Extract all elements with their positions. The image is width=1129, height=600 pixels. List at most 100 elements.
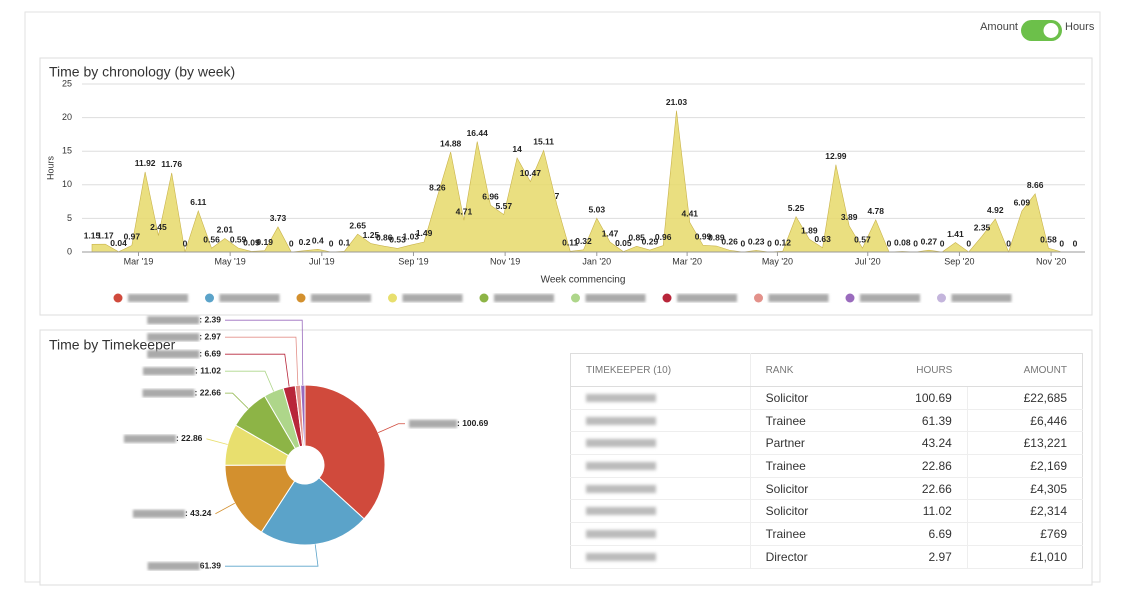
y-tick-label: 25 — [62, 78, 72, 88]
data-label: 0 — [1059, 238, 1064, 248]
data-label: 0.97 — [124, 232, 141, 242]
table-row: Solicitor 22.66 £4,305 — [570, 477, 1083, 501]
x-tick-label: Mar '20 — [672, 256, 702, 266]
data-label: 0.99 — [695, 232, 712, 242]
data-label: 1.03 — [403, 231, 420, 241]
redacted-text — [123, 434, 176, 443]
data-label: 0.19 — [256, 237, 273, 247]
col-header: RANK — [750, 353, 864, 387]
redacted-text — [586, 461, 656, 470]
legend-marker — [388, 293, 397, 303]
data-label: 1.25 — [363, 230, 380, 240]
data-label: 4.71 — [456, 207, 473, 217]
data-label: 0 — [887, 238, 892, 248]
table-cell: 100.69 — [863, 386, 968, 410]
table-cell: 6.69 — [863, 522, 968, 546]
redacted-text — [402, 294, 463, 302]
timekeeper-table: TIMEKEEPER (10) RANK HOURS AMOUNT Solici… — [570, 353, 1083, 569]
data-label: 0.23 — [748, 237, 765, 247]
data-label: 1.89 — [801, 226, 818, 236]
table-cell: £22,685 — [967, 386, 1083, 410]
data-label: 21.03 — [666, 97, 688, 107]
data-label: 0.4 — [312, 236, 324, 246]
x-tick-label: Sep '20 — [944, 256, 974, 266]
data-label: 6.11 — [190, 197, 206, 207]
data-label: 0.09 — [243, 238, 260, 248]
x-tick-label: Nov '20 — [1036, 256, 1066, 266]
col-header: TIMEKEEPER (10) — [570, 353, 751, 387]
redacted-text — [677, 294, 737, 302]
x-tick-label: May '19 — [215, 256, 246, 266]
y-tick-label: 15 — [62, 146, 72, 156]
table-cell: £769 — [967, 522, 1083, 546]
data-label: 5.57 — [496, 201, 513, 211]
data-label: 0.26 — [721, 237, 738, 247]
data-label: 2.01 — [217, 225, 234, 235]
table-cell: £1,010 — [967, 545, 1083, 569]
redacted-name — [570, 409, 751, 433]
table-cell: £6,446 — [967, 409, 1083, 433]
data-label: 0 — [1073, 238, 1078, 248]
redacted-text — [586, 416, 656, 425]
data-label: 0.57 — [854, 234, 871, 244]
redacted-text — [132, 509, 185, 518]
leader-line — [225, 319, 304, 386]
data-label: 16.44 — [467, 128, 489, 138]
table-cell: 61.39 — [863, 409, 968, 433]
table-cell: £13,221 — [967, 431, 1083, 456]
table-cell: £2,314 — [967, 499, 1083, 524]
table-cell: Trainee — [750, 409, 864, 433]
data-label: 0.29 — [642, 236, 659, 246]
table-cell: £4,305 — [967, 477, 1083, 501]
redacted-text — [409, 419, 457, 428]
data-label: 0.08 — [894, 238, 911, 248]
redacted-text — [311, 294, 371, 302]
data-label: 0.11 — [562, 238, 578, 248]
legend-marker — [754, 293, 763, 303]
table-cell: 2.97 — [863, 545, 968, 569]
redacted-text — [586, 552, 656, 561]
table-cell: Trainee — [750, 454, 864, 478]
data-label: 0 — [1006, 238, 1011, 248]
slice-label: : 2.97 — [199, 331, 221, 341]
leader-line — [225, 544, 319, 567]
data-label: 0 — [913, 238, 918, 248]
area — [91, 110, 1075, 253]
toggle-right-label[interactable]: Hours — [1065, 21, 1095, 33]
data-label: 1.15 — [84, 231, 101, 241]
table-cell: Partner — [750, 431, 864, 456]
data-label: 2.35 — [974, 222, 991, 232]
leader-line — [378, 423, 405, 434]
legend-marker — [845, 293, 855, 303]
data-label: 5.03 — [589, 204, 606, 214]
legend-marker — [479, 293, 489, 303]
data-label: 4.78 — [867, 206, 884, 216]
col-header: AMOUNT — [967, 353, 1083, 387]
col-header: HOURS — [863, 353, 968, 387]
legend-marker — [113, 293, 123, 303]
table-cell: 22.66 — [863, 477, 968, 501]
redacted-name — [570, 386, 751, 410]
y-tick-label: 10 — [62, 179, 72, 189]
data-label: 0.04 — [110, 238, 127, 248]
data-label: 2.45 — [150, 222, 167, 232]
chronology-panel — [39, 57, 1093, 316]
data-label: 4.41 — [681, 209, 698, 219]
table-row: Partner 43.24 £13,221 — [570, 431, 1083, 456]
table-cell: 43.24 — [863, 431, 968, 456]
redacted-text — [143, 367, 195, 376]
redacted-text — [768, 294, 829, 302]
table-row: Trainee 61.39 £6,446 — [570, 409, 1083, 433]
x-tick-label: Sep '19 — [398, 256, 428, 266]
data-label: 0 — [940, 238, 945, 248]
data-label: 0.85 — [628, 233, 645, 243]
pie-slice — [304, 384, 386, 520]
data-label: 5.25 — [788, 203, 805, 213]
redacted-text — [147, 350, 200, 359]
table-row: Trainee 22.86 £2,169 — [570, 454, 1083, 478]
data-label: 11.76 — [161, 159, 182, 169]
toggle-left-label[interactable]: Amount — [980, 21, 1018, 33]
slice-label: : 43.24 — [185, 508, 212, 518]
